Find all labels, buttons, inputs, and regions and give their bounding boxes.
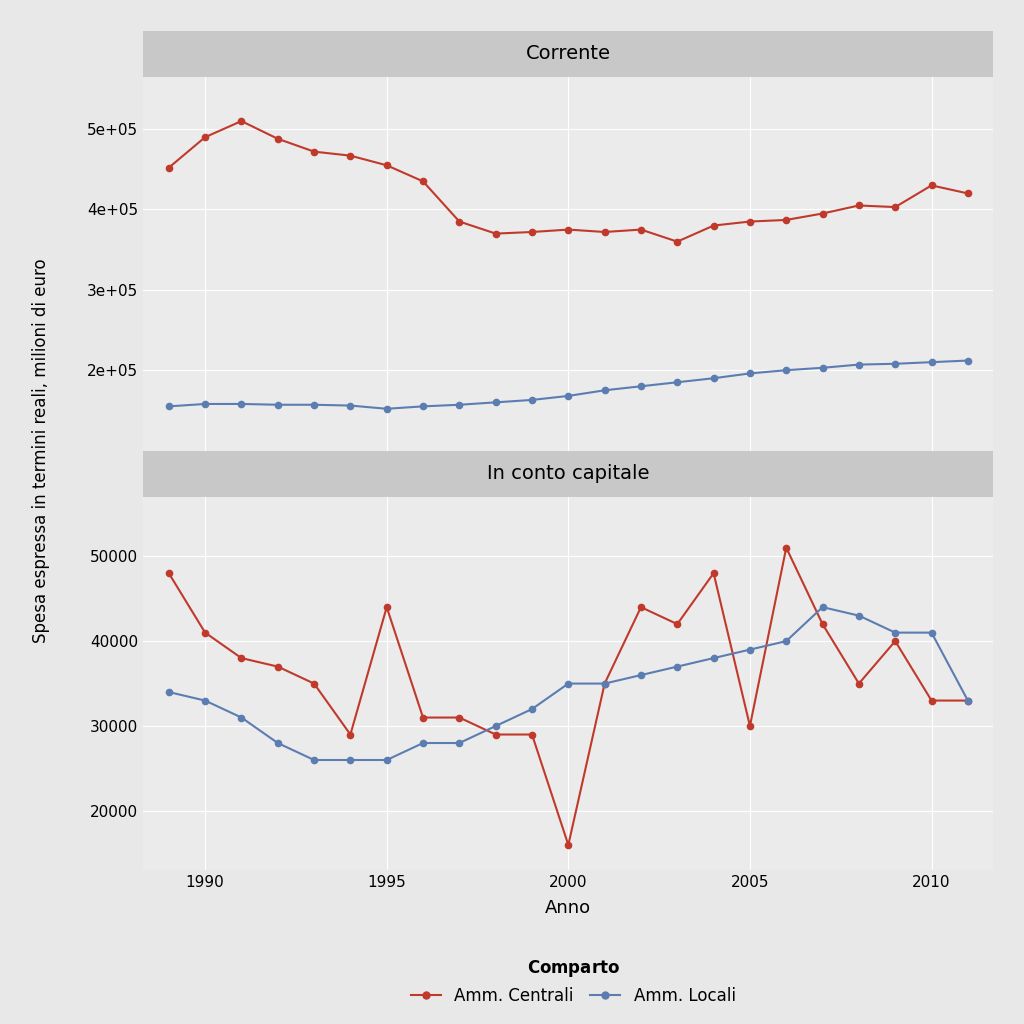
Text: In conto capitale: In conto capitale: [487, 464, 649, 483]
X-axis label: Anno: Anno: [545, 899, 592, 916]
Legend: Amm. Centrali, Amm. Locali: Amm. Centrali, Amm. Locali: [411, 958, 736, 1006]
Text: Spesa espressa in termini reali, milioni di euro: Spesa espressa in termini reali, milioni…: [32, 258, 50, 643]
Text: Corrente: Corrente: [525, 44, 611, 63]
